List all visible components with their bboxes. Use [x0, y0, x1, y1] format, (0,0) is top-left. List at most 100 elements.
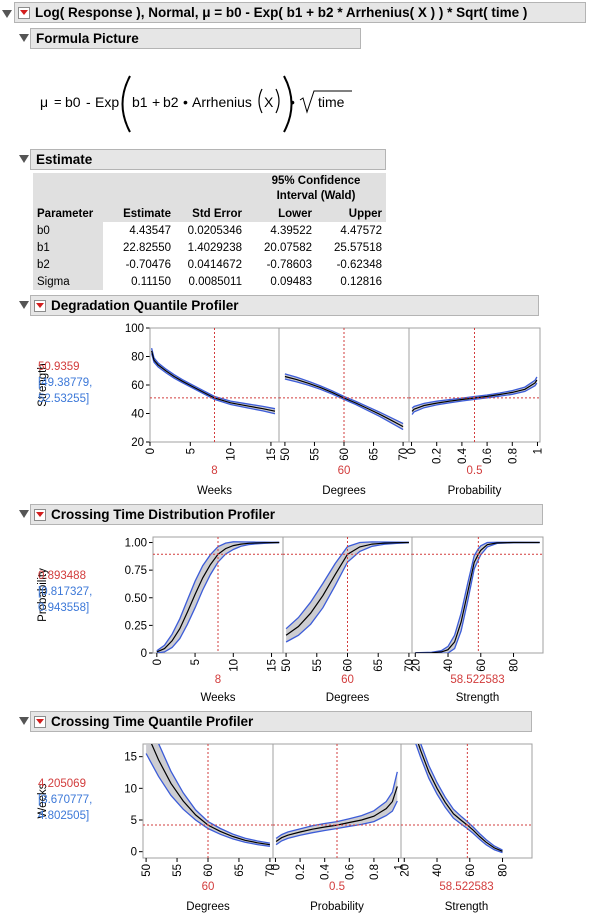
upper-confidence-line	[150, 348, 276, 410]
x-tick-label: 0.2	[432, 448, 444, 464]
x-close-paren	[275, 88, 280, 114]
estimate-title: Estimate	[36, 152, 93, 167]
current-ci-upper: 4.802505]	[38, 810, 89, 822]
x-open-paren	[258, 88, 263, 114]
red-triangle-menu-icon[interactable]	[18, 6, 30, 19]
x-tick-label: 0	[270, 864, 282, 870]
y-axis-label: Strength	[37, 363, 49, 406]
y-tick-label: 10	[124, 783, 137, 795]
x-tick-label: 40	[432, 864, 444, 877]
x-tick-label: 5	[185, 448, 197, 454]
panel-plot-area	[153, 537, 283, 653]
formula-x: X	[264, 94, 274, 110]
x-tick-label: 0	[152, 659, 164, 665]
y-tick-label: 80	[131, 352, 144, 364]
red-triangle-menu-icon[interactable]	[34, 508, 46, 521]
profiler-panel-strength: 20 40 60 80 58.522583 Strength	[410, 536, 544, 704]
x-tick-label: 65	[234, 864, 246, 877]
col-lower: Lower	[246, 205, 316, 222]
panel-plot-area	[412, 537, 543, 653]
current-value: 50.9359	[38, 361, 80, 373]
col-parameter: Parameter	[33, 205, 103, 222]
profiler-title: Degradation Quantile Profiler	[51, 298, 239, 313]
degradation-quantile-profiler[interactable]: 20406080100Strength50.9359[49.38779,52.5…	[0, 316, 590, 500]
x-tick-label: 70	[404, 659, 416, 672]
current-ci-upper: 52.53255]	[38, 393, 89, 405]
confidence-band	[151, 348, 275, 414]
formula-b2: b2	[163, 94, 179, 110]
current-x-value: 60	[202, 881, 215, 893]
x-tick-label: 65	[373, 659, 385, 672]
profiler-panel-degrees: 50 55 60 65 70 60 Degrees	[141, 743, 277, 913]
current-value: 4.205069	[38, 778, 86, 790]
ci-header: 95% Confidence Interval (Wald)	[246, 173, 386, 205]
x-tick-label: 0.6	[344, 864, 356, 880]
profiler-panel-probability: 0 0.2 0.4 0.6 0.8 1 0.5 Probability	[407, 327, 544, 497]
current-ci-upper: 0.943558]	[38, 602, 89, 614]
table-row: b0 4.43547 0.0205346 4.39522 4.47572	[33, 222, 386, 239]
profiler-panel-degrees: 50 55 60 65 70 60 Degrees	[281, 536, 416, 704]
y-tick-label: 100	[125, 323, 144, 335]
col-upper: Upper	[316, 205, 386, 222]
x-tick-label: 60	[343, 659, 355, 672]
collapse-icon[interactable]	[19, 155, 29, 163]
current-x-value: 60	[341, 674, 354, 686]
y-tick-label: 0	[141, 648, 147, 660]
x-tick-label: 15	[266, 448, 278, 461]
x-tick-label: 60	[465, 864, 477, 877]
formula-plus: +	[152, 94, 160, 110]
red-triangle-menu-icon[interactable]	[34, 299, 46, 312]
report-title: Log( Response ), Normal, μ = b0 - Exp( b…	[35, 5, 528, 20]
collapse-icon[interactable]	[19, 301, 29, 309]
profiler-panel-weeks: 0 5 10 15 8 Weeks	[152, 536, 284, 704]
collapse-icon[interactable]	[19, 510, 29, 518]
x-axis-label: Degrees	[186, 901, 230, 913]
crossing-time-quantile-profiler[interactable]: 051015Weeks4.205069[3.670777,4.802505]50…	[0, 732, 590, 916]
y-tick-label: 5	[131, 815, 137, 827]
current-x-value: 8	[211, 465, 217, 477]
confidence-band	[156, 541, 280, 653]
formula-exp: Exp	[95, 94, 119, 110]
x-tick-label: 55	[312, 659, 324, 672]
red-triangle-menu-icon[interactable]	[34, 715, 46, 728]
lower-confidence-line	[415, 744, 503, 854]
col-estimate: Estimate	[103, 205, 175, 222]
x-tick-label: 20	[399, 864, 411, 877]
lower-confidence-line	[415, 541, 540, 653]
formula-arrhenius: Arrhenius	[192, 94, 252, 110]
open-paren	[121, 75, 131, 133]
sqrt-sign	[299, 90, 352, 114]
lower-confidence-line	[284, 378, 404, 431]
y-tick-label: 1.00	[125, 538, 147, 550]
panel-plot-area	[273, 744, 401, 858]
x-tick-label: 1	[532, 448, 544, 454]
panel-plot-area	[409, 328, 540, 442]
current-x-value: 58.522583	[439, 881, 493, 893]
col-std-error: Std Error	[175, 205, 246, 222]
x-tick-label: 60	[476, 659, 488, 672]
y-tick-label: 20	[131, 437, 144, 449]
table-row: b1 22.82550 1.4029238 20.07582 25.57518	[33, 239, 386, 256]
x-tick-label: 50	[141, 864, 153, 877]
current-x-value: 58.522583	[450, 674, 504, 686]
x-tick-label: 0.8	[507, 448, 519, 464]
current-x-value: 60	[338, 465, 351, 477]
table-row: b2 -0.70476 0.0414672 -0.78603 -0.62348	[33, 256, 386, 273]
x-tick-label: 65	[369, 448, 381, 461]
collapse-icon[interactable]	[2, 10, 12, 18]
x-tick-label: 40	[443, 659, 455, 672]
x-tick-label: 0.4	[457, 447, 469, 464]
prediction-line	[151, 350, 276, 412]
x-axis-label: Weeks	[201, 692, 236, 704]
current-value: 0.893488	[38, 570, 86, 582]
profiler-panel-degrees: 50 55 60 65 70 60 Degrees	[278, 327, 410, 497]
estimate-header: Estimate	[30, 149, 386, 170]
formula-mu: μ	[40, 94, 48, 110]
profiler-panel-weeks: 0 5 10 15 8 Weeks	[145, 327, 280, 497]
collapse-icon[interactable]	[19, 34, 29, 42]
formula-time: time	[318, 94, 345, 110]
x-tick-label: 0.2	[295, 864, 307, 880]
formula-title: Formula Picture	[36, 31, 139, 46]
collapse-icon[interactable]	[19, 717, 29, 725]
